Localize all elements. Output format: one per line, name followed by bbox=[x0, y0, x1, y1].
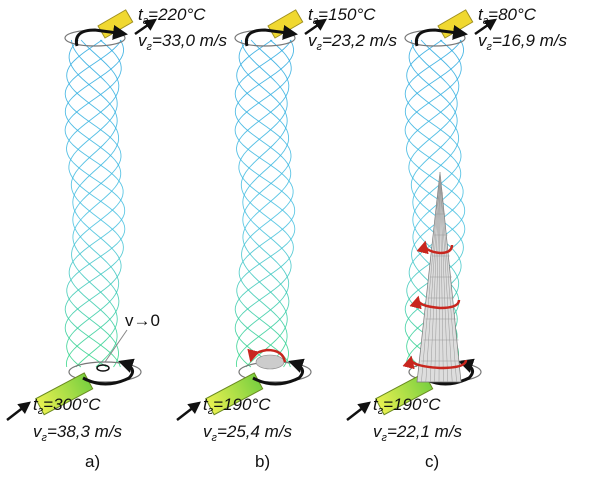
flow-strand bbox=[64, 39, 125, 368]
parameter-label: tг=190°C bbox=[203, 395, 271, 417]
flow-strand bbox=[234, 39, 292, 368]
symbol: v bbox=[33, 422, 43, 441]
value: =190°C bbox=[383, 395, 441, 414]
outlet-arrow bbox=[244, 24, 298, 47]
inlet-arrow bbox=[346, 401, 371, 421]
inlet-arrow bbox=[6, 401, 31, 421]
value: =190°C bbox=[213, 395, 271, 414]
parameter-label: vг=22,1 m/s bbox=[373, 422, 463, 444]
subscript: г bbox=[382, 432, 388, 444]
value: =220°C bbox=[148, 5, 206, 24]
symbol: v bbox=[138, 31, 148, 50]
value: =300°C bbox=[43, 395, 101, 414]
parameter-label: vг=25,4 m/s bbox=[203, 422, 293, 444]
panel-caption: c) bbox=[425, 452, 439, 471]
value: =80°C bbox=[488, 5, 537, 24]
symbol: v bbox=[373, 422, 383, 441]
panel-caption: a) bbox=[85, 452, 100, 471]
symbol: t bbox=[308, 5, 314, 24]
flow-strand bbox=[234, 39, 295, 368]
value: =25,4 m/s bbox=[217, 422, 293, 441]
symbol: v bbox=[308, 31, 318, 50]
parameter-label: tг=190°C bbox=[373, 395, 441, 417]
symbol: t bbox=[478, 5, 484, 24]
cone-mesh bbox=[439, 171, 449, 383]
value: =23,2 m/s bbox=[322, 31, 398, 50]
parameter-label: tг=220°C bbox=[138, 5, 206, 27]
flow-strand bbox=[64, 39, 122, 368]
swirl-arrow bbox=[82, 358, 135, 386]
subscript: г bbox=[42, 432, 48, 444]
swirl-arrow bbox=[252, 358, 305, 386]
exit-arrow bbox=[474, 18, 498, 36]
subscript: г bbox=[313, 15, 319, 27]
subscript: г bbox=[317, 41, 323, 53]
flow-strand bbox=[66, 39, 126, 368]
value: =38,3 m/s bbox=[47, 422, 123, 441]
subscript: г bbox=[212, 432, 218, 444]
vortex-arrow bbox=[247, 348, 287, 363]
symbol: v bbox=[478, 31, 488, 50]
symbol: t bbox=[373, 395, 379, 414]
parameter-label: tг=80°C bbox=[478, 5, 537, 27]
subscript: г bbox=[38, 405, 44, 417]
subscript: г bbox=[208, 405, 214, 417]
flow-strand bbox=[234, 39, 294, 368]
outlet-arrow bbox=[414, 24, 468, 47]
vortex-arrow bbox=[409, 295, 461, 310]
value: =33,0 m/s bbox=[152, 31, 228, 50]
flow-strand bbox=[236, 39, 296, 368]
swirl-arrow bbox=[422, 358, 475, 386]
cone-mesh bbox=[439, 171, 457, 383]
exit-arrow bbox=[134, 18, 158, 36]
parameter-label: tг=300°C bbox=[33, 395, 101, 417]
vortex-core bbox=[255, 354, 285, 370]
parameter-label: vг=33,0 m/s bbox=[138, 31, 228, 53]
subscript: г bbox=[147, 41, 153, 53]
subscript: г bbox=[143, 15, 149, 27]
vortex-arrow bbox=[416, 240, 454, 255]
flow-strand bbox=[64, 39, 124, 368]
subscript: г bbox=[487, 41, 493, 53]
flow-strand bbox=[406, 39, 466, 368]
annotation: v→0 bbox=[125, 311, 160, 330]
cone-mesh bbox=[439, 171, 444, 383]
flow-strand bbox=[404, 39, 464, 368]
symbol: t bbox=[138, 5, 144, 24]
parameter-label: tг=150°C bbox=[308, 5, 376, 27]
exit-arrow bbox=[304, 18, 328, 36]
symbol: t bbox=[33, 395, 39, 414]
flow-strand bbox=[66, 39, 126, 368]
dead-zone bbox=[96, 364, 110, 372]
inlet-arrow bbox=[176, 401, 201, 421]
panel-caption: b) bbox=[255, 452, 270, 471]
outlet-arrow bbox=[74, 24, 128, 47]
flow-strand bbox=[236, 39, 296, 368]
value: =150°C bbox=[318, 5, 376, 24]
flow-strand bbox=[64, 39, 124, 368]
annotation-leader bbox=[104, 329, 128, 363]
flow-strand bbox=[234, 39, 294, 368]
value: =22,1 m/s bbox=[387, 422, 463, 441]
flow-strand bbox=[234, 39, 292, 368]
flow-strand bbox=[404, 39, 462, 368]
flow-strand bbox=[64, 39, 122, 368]
symbol: t bbox=[203, 395, 209, 414]
subscript: г bbox=[483, 15, 489, 27]
parameter-label: vг=23,2 m/s bbox=[308, 31, 398, 53]
cone-mesh bbox=[439, 171, 453, 383]
parameter-label: vг=16,9 m/s bbox=[478, 31, 568, 53]
symbol: v bbox=[203, 422, 213, 441]
value: =16,9 m/s bbox=[492, 31, 568, 50]
subscript: г bbox=[378, 405, 384, 417]
parameter-label: vг=38,3 m/s bbox=[33, 422, 123, 444]
vortex-arrow bbox=[402, 355, 468, 370]
